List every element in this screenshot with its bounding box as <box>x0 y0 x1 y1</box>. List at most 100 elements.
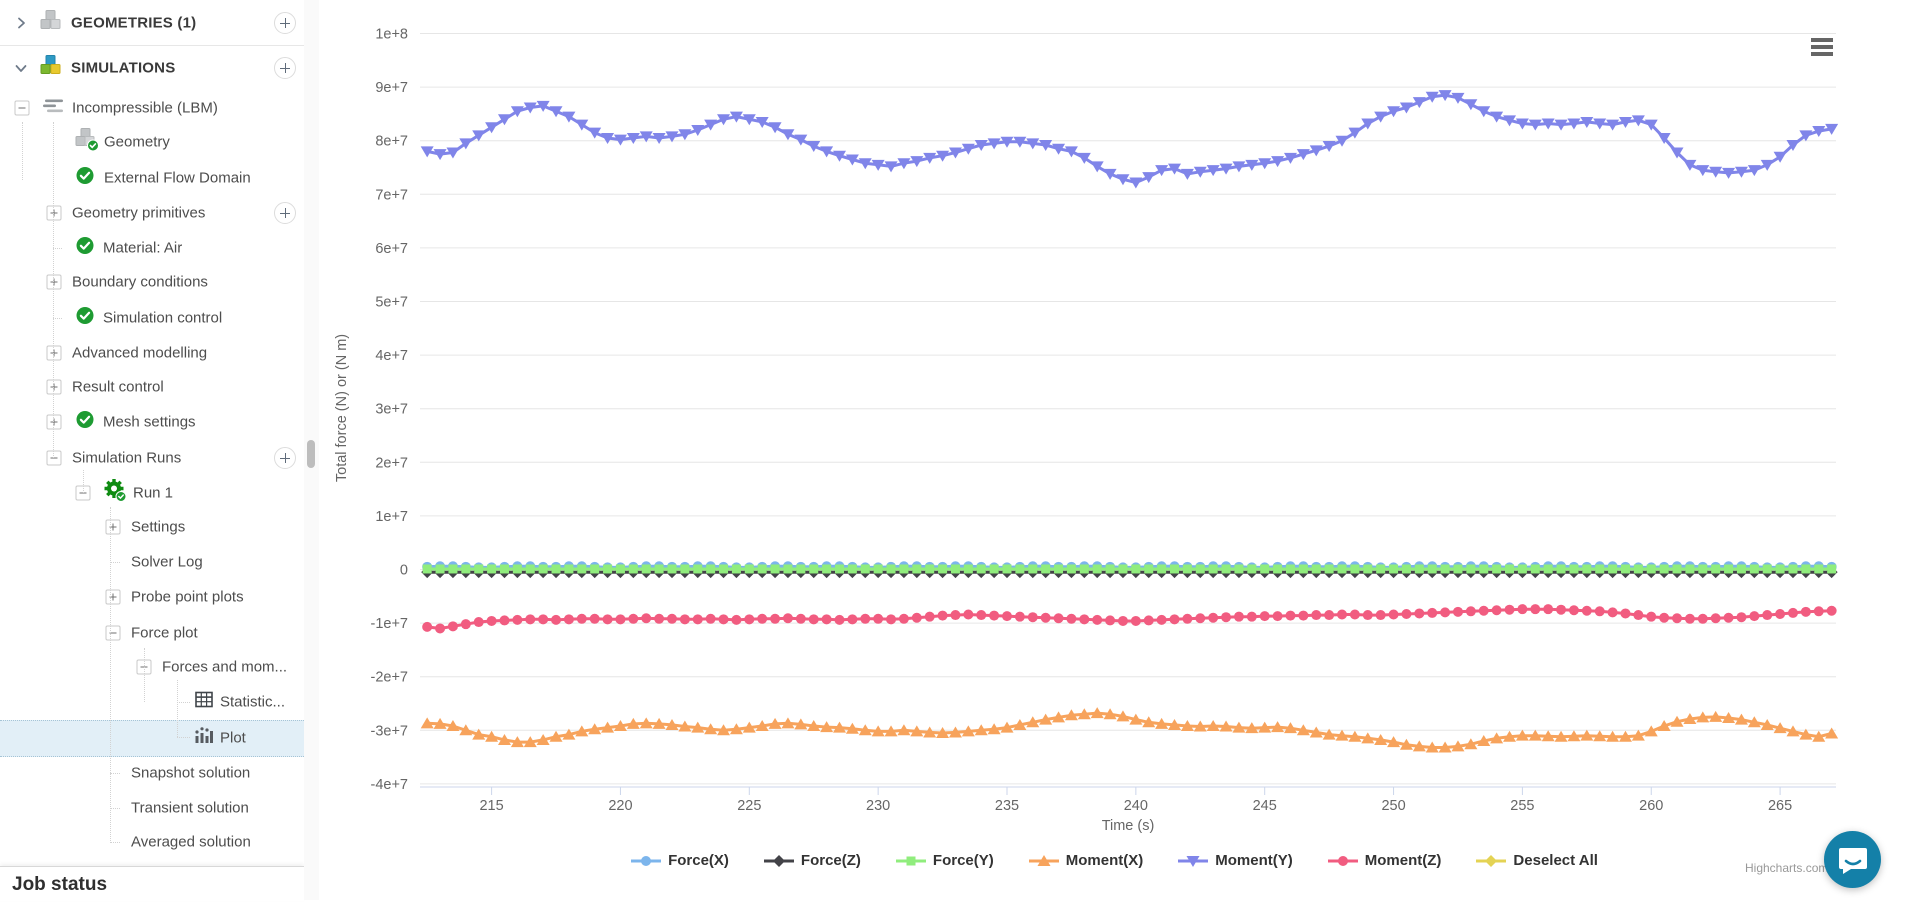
sidebar-item-result-control[interactable]: Result control <box>0 370 304 405</box>
series-force-y <box>422 564 1837 574</box>
sidebar-item-averaged-solution[interactable]: Averaged solution <box>0 825 304 860</box>
sidebar-item-run-1[interactable]: Run 1 <box>0 476 304 511</box>
tree-guide-line <box>110 842 120 843</box>
y-axis-tick-label: -4e+7 <box>371 777 409 793</box>
sidebar-item-simulation-control[interactable]: Simulation control <box>0 301 304 336</box>
expander-minus-icon[interactable] <box>46 450 62 466</box>
add-button[interactable] <box>274 57 296 79</box>
sidebar-item-geometries-1[interactable]: GEOMETRIES (1) <box>0 6 304 41</box>
sidebar-item-label: Statistic... <box>220 693 286 711</box>
y-axis-tick-label: -2e+7 <box>371 670 409 686</box>
expander-plus-icon[interactable] <box>105 589 121 605</box>
sidebar-item-label: Boundary conditions <box>72 273 208 291</box>
add-button[interactable] <box>274 447 296 469</box>
y-axis-tick-label: 5e+7 <box>375 295 408 311</box>
sidebar-item-simulations[interactable]: SIMULATIONS <box>0 51 304 86</box>
add-button[interactable] <box>274 202 296 224</box>
expander-minus-icon[interactable] <box>14 100 30 116</box>
y-axis-tick-label: -3e+7 <box>371 723 409 739</box>
legend-label: Force(X) <box>668 852 729 869</box>
expander-plus-icon[interactable] <box>46 205 62 221</box>
x-axis-tick-label: 250 <box>1381 798 1405 814</box>
legend-label: Moment(X) <box>1065 852 1144 869</box>
chevron-right-icon[interactable] <box>14 16 28 30</box>
x-axis-tick-label: 260 <box>1639 798 1663 814</box>
chevron-down-icon[interactable] <box>14 61 28 75</box>
legend-item-moment-x[interactable]: Moment(X) <box>1028 852 1144 869</box>
sidebar-item-settings[interactable]: Settings <box>0 510 304 545</box>
legend-marker-icon <box>1327 855 1358 866</box>
x-axis-tick-label: 255 <box>1510 798 1534 814</box>
y-axis-tick-label: 7e+7 <box>375 187 408 203</box>
sidebar-item-plot[interactable]: Plot <box>0 719 304 757</box>
check-icon <box>76 410 95 434</box>
sidebar-item-label: Averaged solution <box>131 833 251 851</box>
legend-item-moment-z[interactable]: Moment(Z) <box>1327 852 1441 869</box>
sidebar-item-label: GEOMETRIES (1) <box>71 14 197 32</box>
expander-plus-icon[interactable] <box>46 274 62 290</box>
x-axis-tick-label: 265 <box>1768 798 1792 814</box>
series-moment-z <box>422 604 1837 634</box>
sidebar-item-label: Snapshot solution <box>131 764 251 782</box>
legend-item-force-x[interactable]: Force(X) <box>630 852 729 869</box>
y-axis-tick-label: 4e+7 <box>375 348 408 364</box>
job-status-panel[interactable]: Job status <box>0 866 304 901</box>
legend-marker-icon <box>763 854 794 867</box>
sidebar-item-geometry-primitives[interactable]: Geometry primitives <box>0 196 304 231</box>
sidebar-item-material-air[interactable]: Material: Air <box>0 231 304 266</box>
highcharts-credit[interactable]: Highcharts.com <box>1745 861 1829 875</box>
legend-item-force-z[interactable]: Force(Z) <box>763 852 861 869</box>
tree-guide-line <box>110 507 111 843</box>
sidebar-item-forces-and-mom[interactable]: Forces and mom... <box>0 650 304 685</box>
cubes-color-icon <box>39 55 63 82</box>
gear-check-icon <box>102 478 130 509</box>
sidebar-item-label: Plot <box>220 729 246 747</box>
sidebar-item-geometry[interactable]: Geometry <box>0 125 304 160</box>
legend-item-moment-y[interactable]: Moment(Y) <box>1177 852 1293 869</box>
expander-plus-icon[interactable] <box>46 414 62 430</box>
y-axis-tick-label: 8e+7 <box>375 134 408 150</box>
chart-context-menu-button[interactable] <box>1810 38 1834 62</box>
sidebar-item-external-flow-domain[interactable]: External Flow Domain <box>0 161 304 196</box>
sidebar-item-transient-solution[interactable]: Transient solution <box>0 791 304 826</box>
chat-bubble-button[interactable] <box>1824 831 1881 888</box>
sidebar-item-force-plot[interactable]: Force plot <box>0 616 304 651</box>
legend-label: Deselect All <box>1513 852 1598 869</box>
check-icon <box>76 306 95 330</box>
sidebar-item-statistic[interactable]: Statistic... <box>0 685 304 720</box>
sidebar-item-label: Material: Air <box>103 239 183 257</box>
sidebar-scrollbar[interactable] <box>304 0 320 900</box>
sidebar-item-snapshot-solution[interactable]: Snapshot solution <box>0 756 304 791</box>
sidebar-item-solver-log[interactable]: Solver Log <box>0 545 304 580</box>
sidebar-item-probe-point-plots[interactable]: Probe point plots <box>0 580 304 615</box>
cubes-gray-icon <box>39 10 63 37</box>
y-axis-title: Total force (N) or (N m) <box>334 334 350 482</box>
force-plot-chart: 1e+8 9e+7 8e+7 7e+7 6e+7 5e+7 4e+7 3e+7 2e+7 1e+7… <box>334 27 1839 834</box>
expander-plus-icon[interactable] <box>46 379 62 395</box>
legend-label: Force(Y) <box>932 852 994 869</box>
expander-minus-icon[interactable] <box>105 625 121 641</box>
sidebar-item-mesh-settings[interactable]: Mesh settings <box>0 405 304 440</box>
y-axis-tick-label: 3e+7 <box>375 402 408 418</box>
series-moment-y <box>420 90 1839 189</box>
tree-guide-line <box>22 122 23 180</box>
y-axis-tick-label: 6e+7 <box>375 241 408 257</box>
x-axis-tick-label: 215 <box>479 798 503 814</box>
tree-guide-line <box>177 737 190 738</box>
expander-plus-icon[interactable] <box>105 519 121 535</box>
sidebar-scrollbar-thumb[interactable] <box>307 440 315 468</box>
x-axis-tick-label: 230 <box>866 798 890 814</box>
tree-guide-line <box>110 562 120 563</box>
add-button[interactable] <box>274 12 296 34</box>
legend-marker-icon <box>895 856 926 865</box>
sidebar-item-simulation-runs[interactable]: Simulation Runs <box>0 441 304 476</box>
expander-plus-icon[interactable] <box>46 345 62 361</box>
tree-guide-line <box>83 470 84 493</box>
force-plot-panel: 1e+8 9e+7 8e+7 7e+7 6e+7 5e+7 4e+7 3e+7 2e+7 1e+7… <box>319 0 1909 900</box>
tree-guide-line <box>110 773 120 774</box>
sidebar-item-boundary-conditions[interactable]: Boundary conditions <box>0 265 304 300</box>
legend-item-force-y[interactable]: Force(Y) <box>895 852 994 869</box>
legend-item-deselect-all[interactable]: Deselect All <box>1475 852 1598 869</box>
sidebar-item-advanced-modelling[interactable]: Advanced modelling <box>0 336 304 371</box>
sidebar-item-incompressible-lbm[interactable]: Incompressible (LBM) <box>0 91 304 126</box>
